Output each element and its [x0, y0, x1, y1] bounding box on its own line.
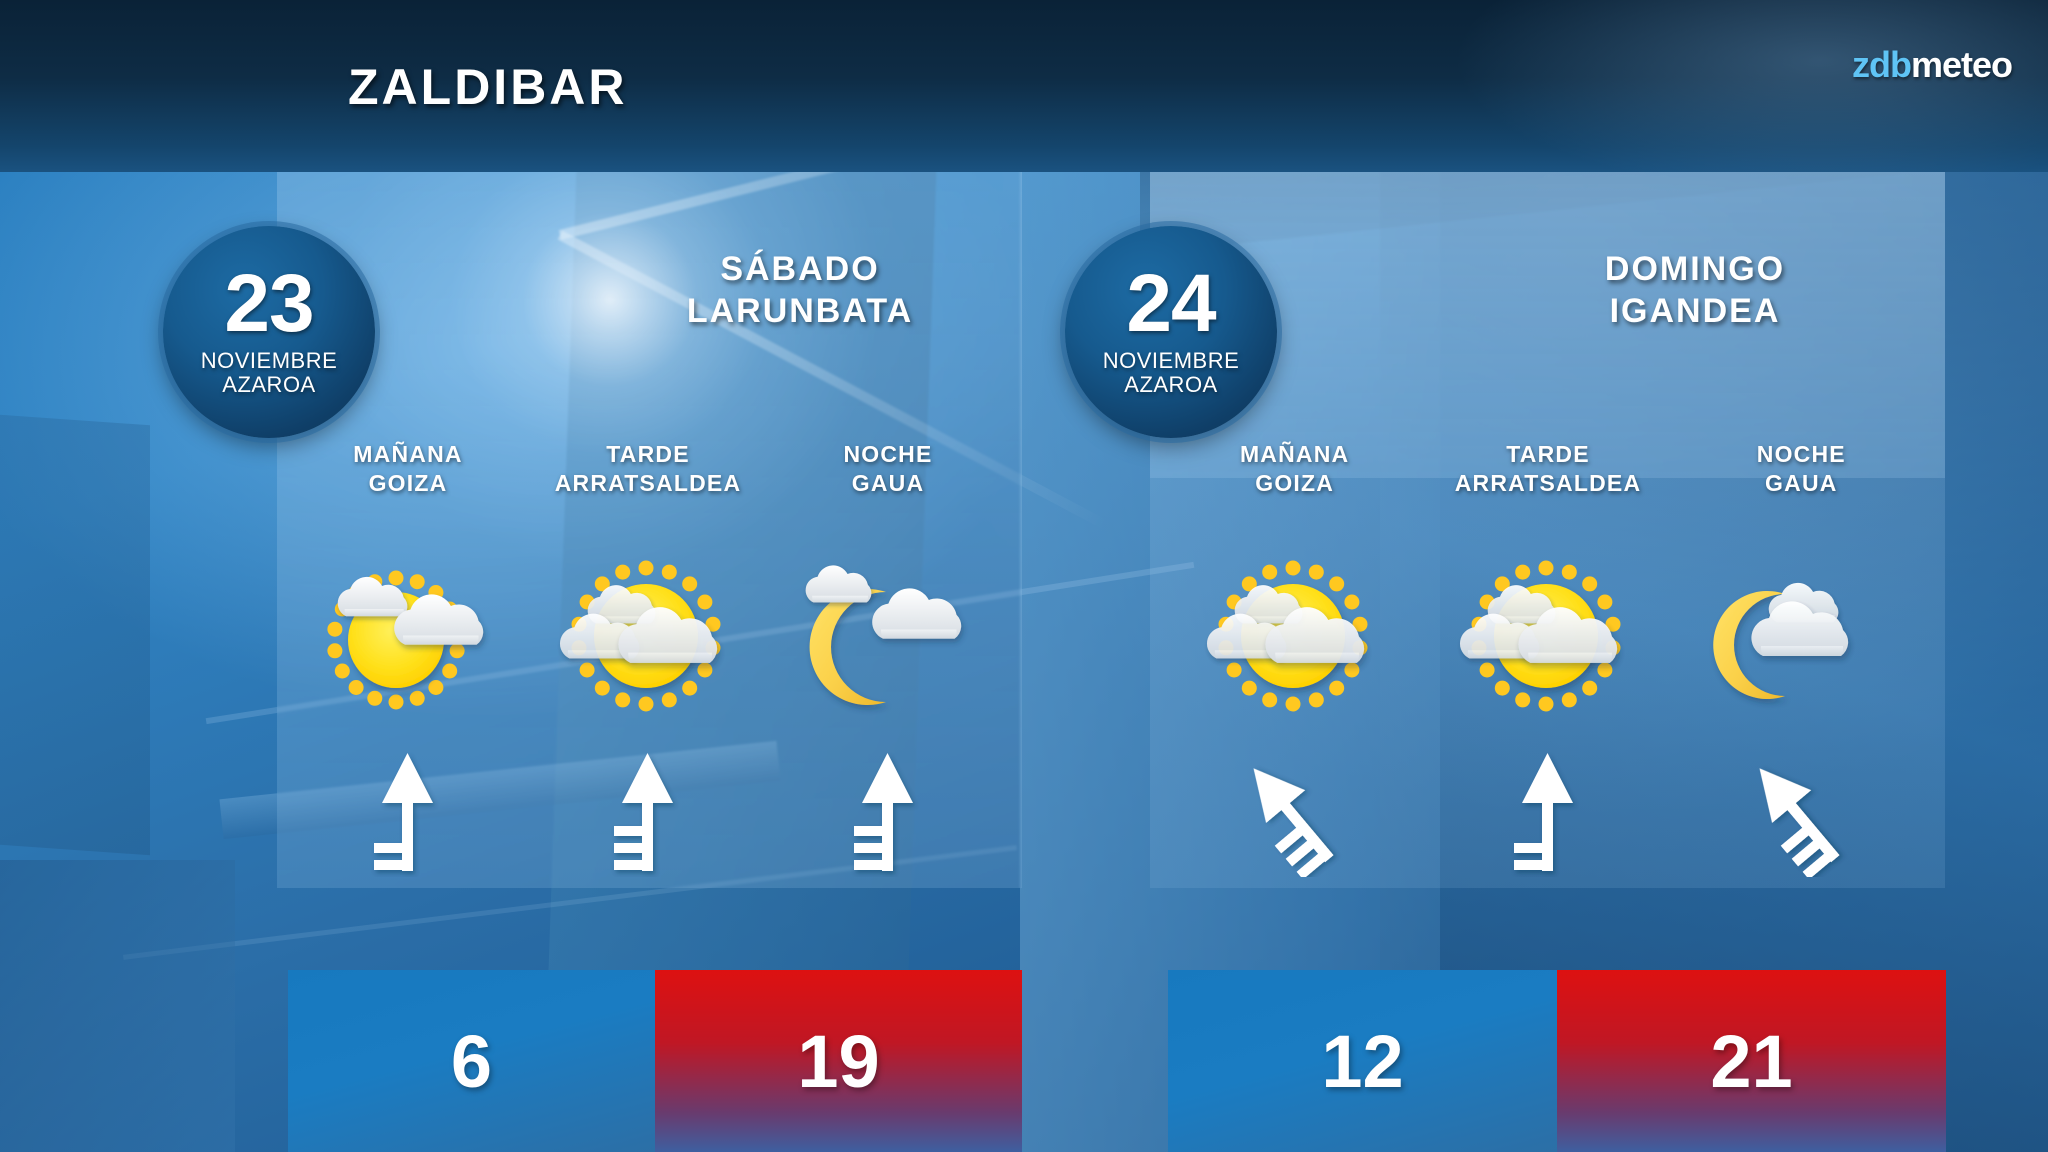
slot-label-eu: ARRATSALDEA [1454, 470, 1642, 497]
date-badge-month-es: NOVIEMBRE [1102, 347, 1240, 373]
slots-sunday: MAÑANA GOIZA TARDE ARRATSALDEA [1168, 440, 1928, 880]
slot-label: NOCHE GAUA [1675, 440, 1928, 499]
date-badge-day-number: 23 [224, 258, 314, 350]
date-badge-saturday: 23 NOVIEMBRE AZAROA [163, 226, 375, 438]
foreground-left-upper [0, 414, 150, 856]
slot-label-eu: GAUA [851, 470, 925, 497]
weekday-es: DOMINGO [1604, 250, 1786, 288]
page-title: ZALDIBAR [348, 59, 628, 115]
sun-behind-cloud-icon [528, 541, 768, 731]
temperature-row-sunday: 12 21 [1168, 970, 1946, 1152]
wind-barb-icon [768, 745, 1008, 880]
weekday-label-saturday: SÁBADO LARUNBATA [600, 248, 1000, 332]
slot-label-eu: GOIZA [368, 470, 448, 497]
weekday-eu: IGANDEA [1609, 292, 1781, 331]
wind-barb-icon [288, 745, 528, 880]
forecast-slot: MAÑANA GOIZA [288, 440, 528, 880]
temp-min-value: 6 [288, 970, 655, 1152]
forecast-slot: NOCHE GAUA [1675, 440, 1928, 880]
wind-barb-icon [1421, 745, 1674, 880]
date-badge-month-eu: AZAROA [1124, 372, 1218, 398]
slot-label: TARDE ARRATSALDEA [528, 440, 768, 499]
slot-label: TARDE ARRATSALDEA [1421, 440, 1674, 499]
forecast-slot: NOCHE GAUA [768, 440, 1008, 880]
slot-label: NOCHE GAUA [768, 440, 1008, 499]
foreground-left-lower [0, 860, 235, 1152]
date-badge-month-eu: AZAROA [222, 372, 316, 398]
forecast-slot: TARDE ARRATSALDEA [1421, 440, 1674, 880]
temp-max-value: 21 [1557, 970, 1946, 1152]
moon-behind-cloud-icon [1675, 541, 1928, 731]
date-badge-month-es: NOVIEMBRE [200, 347, 338, 373]
date-badge-day-number: 24 [1126, 258, 1216, 350]
logo-meteo-text: meteo [1910, 44, 2013, 85]
slot-label: MAÑANA GOIZA [288, 440, 528, 499]
wind-barb-icon [1168, 745, 1421, 880]
weekday-es: SÁBADO [720, 250, 880, 288]
slot-label: MAÑANA GOIZA [1168, 440, 1421, 499]
day-panel-sunday [1150, 138, 1945, 478]
sun-with-clouds-icon [288, 541, 528, 731]
slot-label-es: NOCHE [843, 441, 933, 467]
slot-label-eu: GOIZA [1255, 470, 1335, 497]
slot-label-eu: GAUA [1765, 470, 1838, 497]
logo-zdb-text: zdb [1851, 44, 1912, 85]
wind-barb-icon [1675, 745, 1928, 880]
slot-label-es: NOCHE [1756, 441, 1846, 467]
forecast-slot: TARDE ARRATSALDEA [528, 440, 768, 880]
slot-label-eu: ARRATSALDEA [554, 470, 742, 497]
temp-min-value: 12 [1168, 970, 1557, 1152]
header-bar [0, 0, 2048, 172]
slot-label-es: MAÑANA [353, 441, 463, 467]
sun-behind-cloud-icon [1421, 541, 1674, 731]
date-badge-sunday: 24 NOVIEMBRE AZAROA [1065, 226, 1277, 438]
sun-behind-cloud-icon [1168, 541, 1421, 731]
wind-barb-icon [528, 745, 768, 880]
weekday-eu: LARUNBATA [686, 292, 914, 331]
slot-label-es: TARDE [606, 441, 690, 467]
forecast-slot: MAÑANA GOIZA [1168, 440, 1421, 880]
slots-saturday: MAÑANA GOIZA TARDE ARRATSALDEA [288, 440, 1008, 880]
temp-max-value: 19 [655, 970, 1022, 1152]
temperature-row-saturday: 6 19 [288, 970, 1022, 1152]
moon-with-clouds-icon [768, 541, 1008, 731]
slot-label-es: TARDE [1506, 441, 1590, 467]
brand-logo: zdbmeteo [1851, 44, 2013, 86]
weekday-label-sunday: DOMINGO IGANDEA [1495, 248, 1895, 332]
slot-label-es: MAÑANA [1239, 441, 1350, 467]
